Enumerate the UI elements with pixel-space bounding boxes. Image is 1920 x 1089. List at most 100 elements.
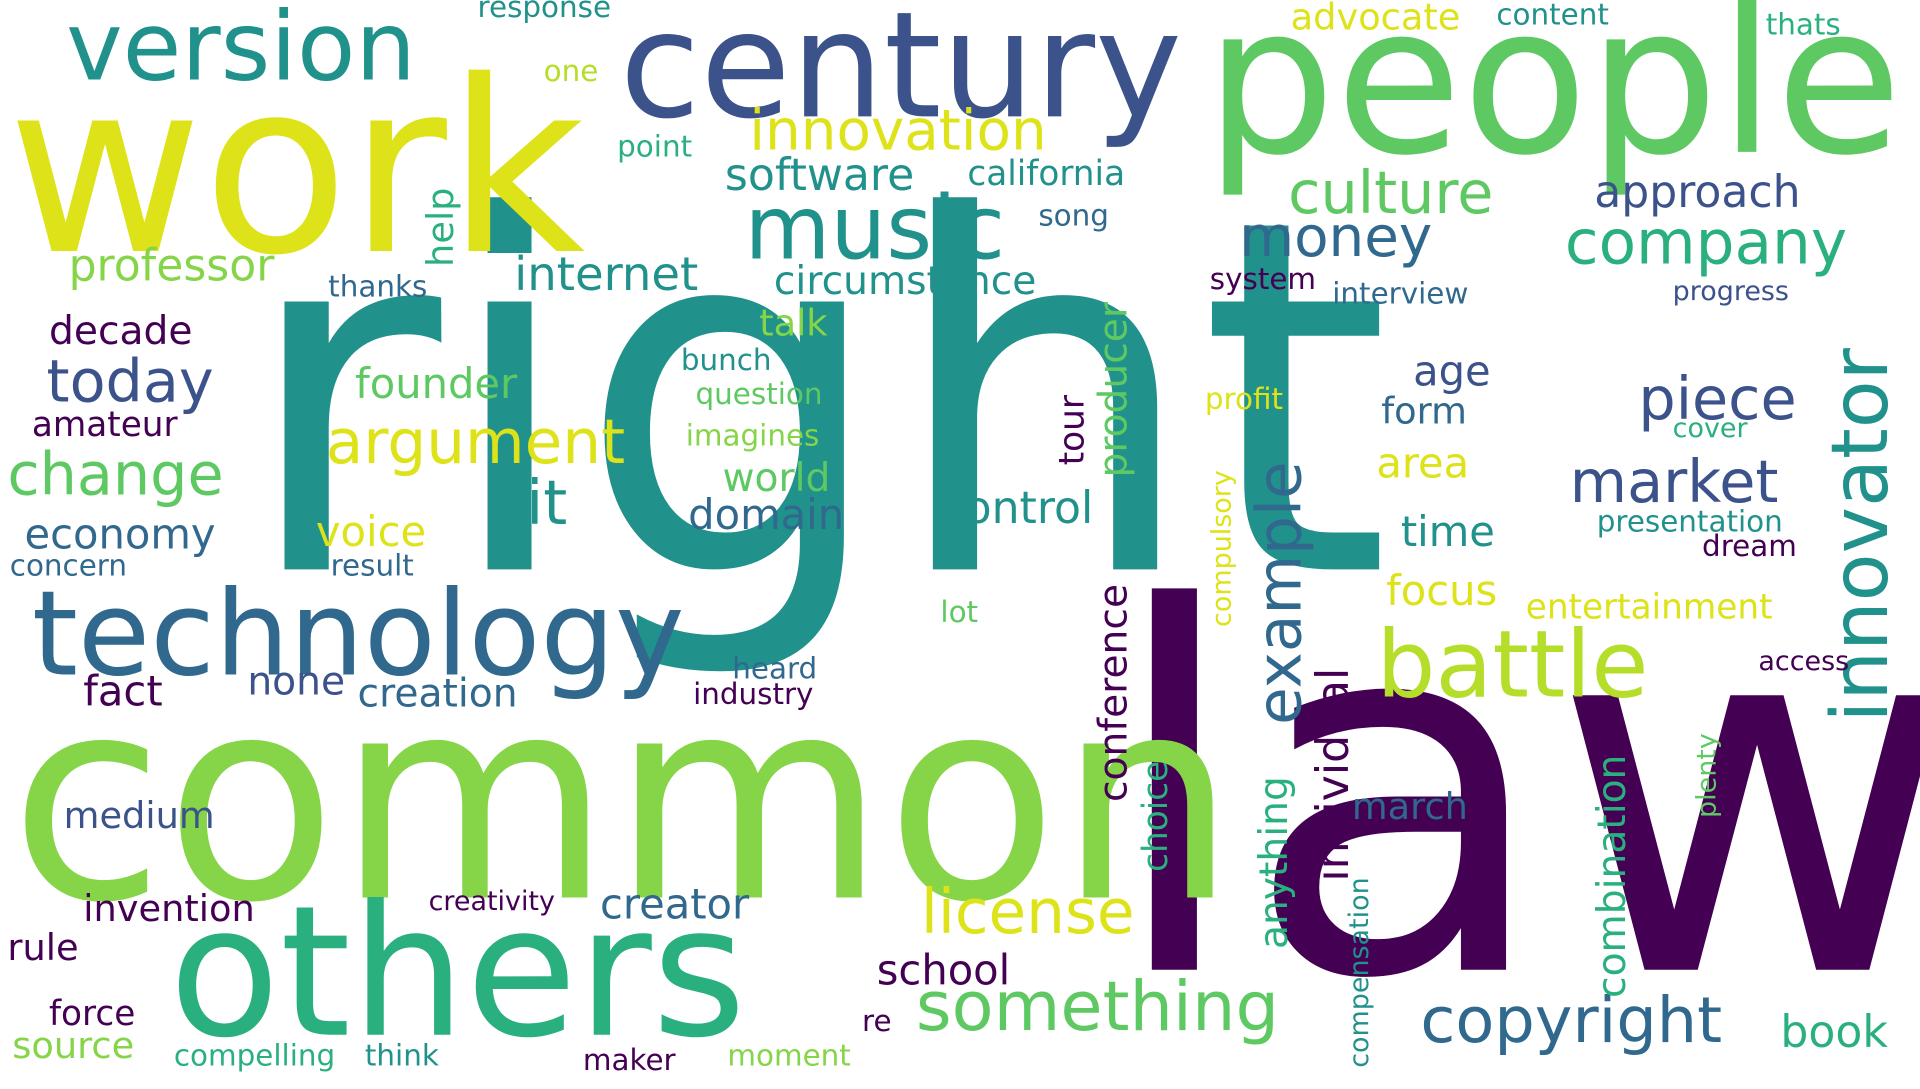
word-company: company	[1564, 206, 1848, 278]
word-advocate: advocate	[1290, 0, 1461, 40]
word-professor: professor	[68, 241, 275, 292]
word-school: school	[876, 946, 1011, 996]
word-people: people	[1204, 0, 1903, 201]
word-book: book	[1780, 1007, 1888, 1058]
word-money: money	[1239, 203, 1433, 270]
word-dream: dream	[1702, 528, 1797, 564]
word-maker: maker	[582, 1043, 676, 1078]
word-profit: profit	[1204, 382, 1284, 417]
word-decade: decade	[48, 307, 193, 354]
word-creativity: creativity	[428, 886, 555, 918]
word-concern: concern	[9, 548, 128, 583]
word-focus: focus	[1386, 566, 1498, 616]
word-talk: talk	[759, 302, 828, 346]
word-something: something	[915, 967, 1279, 1047]
word-tour: tour	[1051, 395, 1093, 466]
word-software: software	[724, 150, 915, 201]
word-entertainment: entertainment	[1525, 586, 1773, 627]
word-domain: domain	[688, 491, 845, 541]
word-one: one	[543, 53, 599, 89]
word-license: license	[920, 876, 1135, 948]
word-change: change	[7, 440, 224, 510]
word-music: music	[744, 176, 1006, 280]
word-piece: piece	[1638, 364, 1797, 434]
word-conference: conference	[1089, 583, 1137, 803]
word-system: system	[1209, 262, 1317, 297]
word-march: march	[1351, 786, 1468, 829]
word-bunch: bunch	[680, 342, 772, 378]
word-presentation: presentation	[1596, 504, 1783, 539]
word-anything: anything	[1250, 776, 1297, 949]
word-fact: fact	[83, 667, 163, 717]
word-compensation: compensation	[1344, 877, 1376, 1068]
word-thats: thats	[1765, 7, 1841, 42]
word-control: control	[940, 483, 1094, 534]
word-innovation: innovation	[749, 96, 1047, 163]
word-choice: choice	[1135, 760, 1176, 872]
word-circumstance: circumstance	[773, 257, 1037, 304]
word-culture: culture	[1288, 159, 1494, 228]
word-moment: moment	[727, 1038, 851, 1073]
word-medium: medium	[63, 794, 215, 838]
word-combination: combination	[1588, 754, 1635, 998]
word-plenty: plenty	[1692, 733, 1723, 818]
word-rule: rule	[7, 926, 79, 970]
word-century: century	[619, 0, 1183, 152]
word-economy: economy	[24, 510, 216, 560]
word-creation: creation	[357, 669, 518, 717]
word-california: california	[967, 153, 1126, 194]
word-today: today	[46, 347, 214, 417]
word-help: help	[420, 187, 463, 267]
word-market: market	[1569, 448, 1779, 517]
word-work: work	[7, 29, 586, 308]
word-amateur: amateur	[31, 404, 178, 445]
word-approach: approach	[1594, 167, 1801, 218]
word-version: version	[66, 0, 416, 103]
word-individual: individual	[1308, 667, 1360, 882]
word-content: content	[1496, 0, 1609, 32]
word-age: age	[1413, 347, 1491, 397]
word-force: force	[48, 993, 136, 1034]
word-think: think	[364, 1038, 439, 1073]
word-thanks: thanks	[328, 269, 428, 304]
word-point: point	[617, 129, 693, 165]
word-imagines: imagines	[685, 418, 820, 454]
word-source: source	[12, 1024, 135, 1068]
word-re: re	[862, 1004, 892, 1039]
word-technology: technology	[31, 565, 685, 703]
word-time: time	[1400, 508, 1495, 558]
word-form: form	[1381, 390, 1467, 434]
word-battle: battle	[1376, 609, 1649, 719]
word-example: example	[1244, 461, 1316, 725]
word-area: area	[1376, 439, 1470, 489]
word-industry: industry	[693, 677, 814, 712]
word-compulsory: compulsory	[1207, 470, 1238, 627]
word-internet: internet	[514, 247, 699, 302]
word-access: access	[1758, 646, 1850, 678]
word-creator: creator	[600, 880, 750, 930]
word-response: response	[477, 0, 612, 25]
word-bit: bit	[487, 467, 568, 539]
word-others: others	[168, 866, 747, 1078]
word-invention: invention	[83, 887, 255, 931]
word-compelling: compelling	[173, 1038, 336, 1073]
word-question: question	[695, 377, 823, 412]
word-heard: heard	[732, 651, 818, 686]
word-cover: cover	[1672, 413, 1748, 445]
word-none: none	[247, 657, 346, 705]
word-argument: argument	[325, 406, 626, 478]
word-right: right	[240, 116, 1391, 686]
word-voice: voice	[315, 508, 427, 558]
word-lot: lot	[940, 595, 979, 630]
word-founder: founder	[355, 360, 518, 409]
word-progress: progress	[1672, 276, 1789, 308]
word-world: world	[722, 454, 831, 501]
word-common: common	[9, 637, 1237, 965]
word-law: law	[1104, 503, 1920, 1089]
word-song: song	[1038, 198, 1109, 233]
word-result: result	[330, 548, 414, 583]
word-interview: interview	[1332, 276, 1469, 312]
word-producer: producer	[1089, 301, 1137, 478]
word-copyright: copyright	[1420, 984, 1723, 1058]
